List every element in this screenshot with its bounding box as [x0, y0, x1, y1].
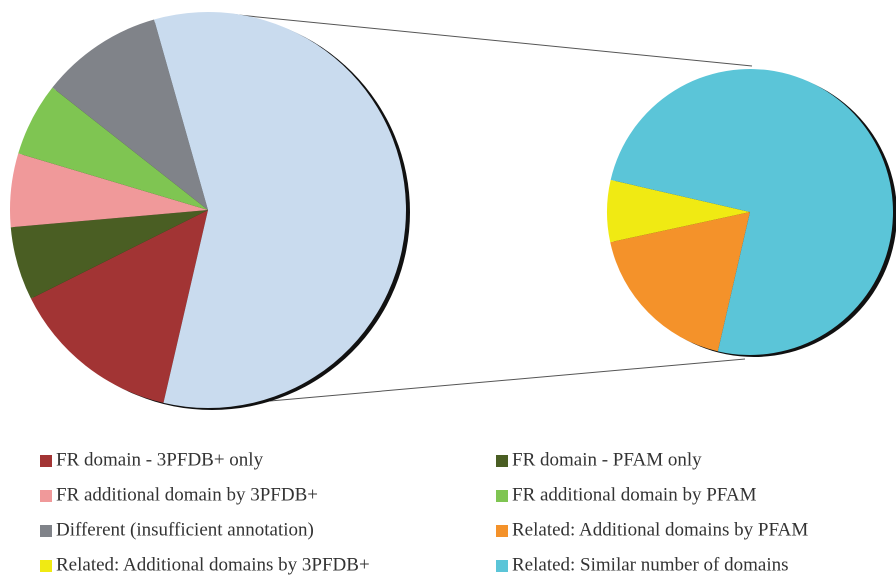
pie-slice [610, 68, 894, 355]
pie-slice [9, 153, 208, 228]
pie-slice [607, 179, 750, 243]
legend-label: Related: Additional domains by PFAM [512, 519, 808, 540]
legend-swatch [40, 490, 52, 502]
legend-label: FR additional domain by 3PFDB+ [56, 484, 318, 505]
pie-slice [610, 212, 750, 352]
legend-label: FR additional domain by PFAM [512, 484, 757, 505]
connector-line [269, 358, 746, 402]
legend-swatch [496, 525, 508, 537]
legend-label: FR domain - 3PFDB+ only [56, 449, 264, 470]
legend-swatch [496, 490, 508, 502]
pie-slice [52, 19, 209, 211]
connector-line [227, 13, 753, 67]
pie-slice [30, 210, 209, 403]
legend-label: Related: Additional domains by 3PFDB+ [56, 554, 370, 575]
legend-label: FR domain - PFAM only [512, 449, 702, 470]
legend-label: Related: Similar number of domains [512, 554, 789, 575]
legend-swatch [40, 560, 52, 572]
pie-slice [154, 11, 407, 409]
legend-swatch [496, 560, 508, 572]
legend-swatch [496, 455, 508, 467]
legend-swatch [40, 525, 52, 537]
pie-slice [18, 87, 208, 210]
legend-label: Different (insufficient annotation) [56, 519, 314, 540]
pie-slice [10, 210, 209, 299]
legend-swatch [40, 455, 52, 467]
